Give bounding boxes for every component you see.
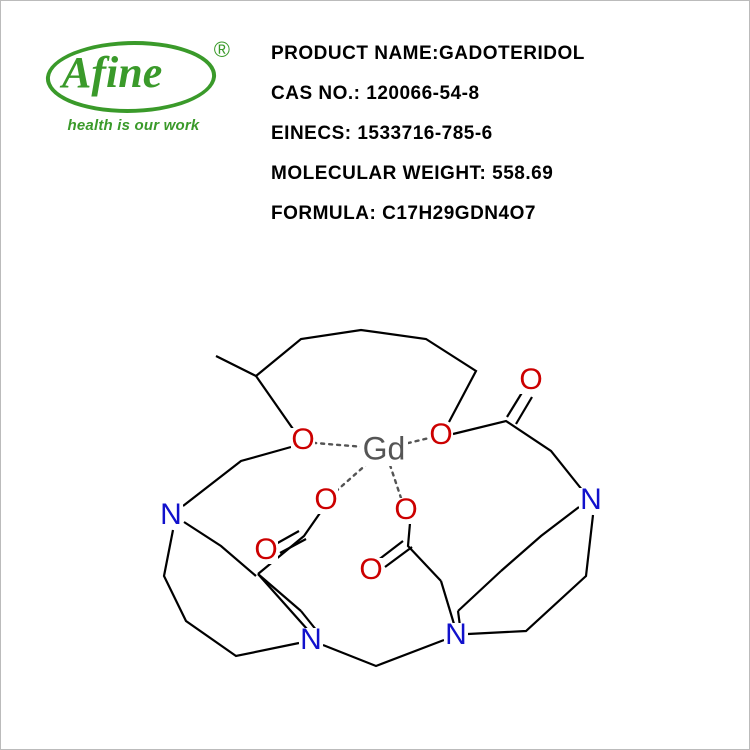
svg-text:Gd: Gd: [363, 430, 406, 466]
molecule-svg: OOOOOOONNNNGd: [86, 321, 646, 711]
value-cas-no: 120066-54-8: [366, 83, 479, 104]
label-formula: FORMULA:: [271, 203, 382, 224]
label-cas-no: CAS NO.:: [271, 83, 366, 104]
value-formula: C17H29GDN4O7: [382, 203, 536, 224]
label-mol-weight: MOLECULAR WEIGHT:: [271, 163, 492, 184]
svg-text:O: O: [291, 423, 314, 456]
svg-text:N: N: [160, 498, 182, 531]
product-card: Afine ® health is our work PRODUCT NAME:…: [0, 0, 750, 750]
svg-text:O: O: [359, 553, 382, 586]
svg-text:O: O: [394, 493, 417, 526]
label-product-name: PRODUCT NAME:: [271, 43, 439, 64]
brand-logo: Afine ® health is our work: [46, 41, 221, 134]
row-cas-no: CAS NO.: 120066-54-8: [271, 83, 585, 105]
svg-text:N: N: [300, 623, 322, 656]
svg-text:O: O: [519, 363, 542, 396]
row-product-name: PRODUCT NAME:GADOTERIDOL: [271, 43, 585, 65]
registered-mark-icon: ®: [214, 37, 230, 63]
svg-text:O: O: [314, 483, 337, 516]
molecular-structure-diagram: OOOOOOONNNNGd: [86, 321, 646, 711]
value-mol-weight: 558.69: [492, 163, 553, 184]
row-mol-weight: MOLECULAR WEIGHT: 558.69: [271, 163, 585, 185]
svg-text:N: N: [580, 483, 602, 516]
row-einecs: EINECS: 1533716-785-6: [271, 123, 585, 145]
svg-text:N: N: [445, 618, 467, 651]
svg-text:O: O: [429, 418, 452, 451]
row-formula: FORMULA: C17H29GDN4O7: [271, 203, 585, 225]
svg-text:O: O: [254, 533, 277, 566]
value-einecs: 1533716-785-6: [357, 123, 492, 144]
value-product-name: GADOTERIDOL: [439, 43, 585, 64]
label-einecs: EINECS:: [271, 123, 357, 144]
product-info-list: PRODUCT NAME:GADOTERIDOL CAS NO.: 120066…: [271, 43, 585, 243]
brand-oval: Afine ®: [46, 41, 216, 113]
brand-name: Afine: [62, 47, 162, 98]
brand-tagline: health is our work: [46, 117, 221, 134]
